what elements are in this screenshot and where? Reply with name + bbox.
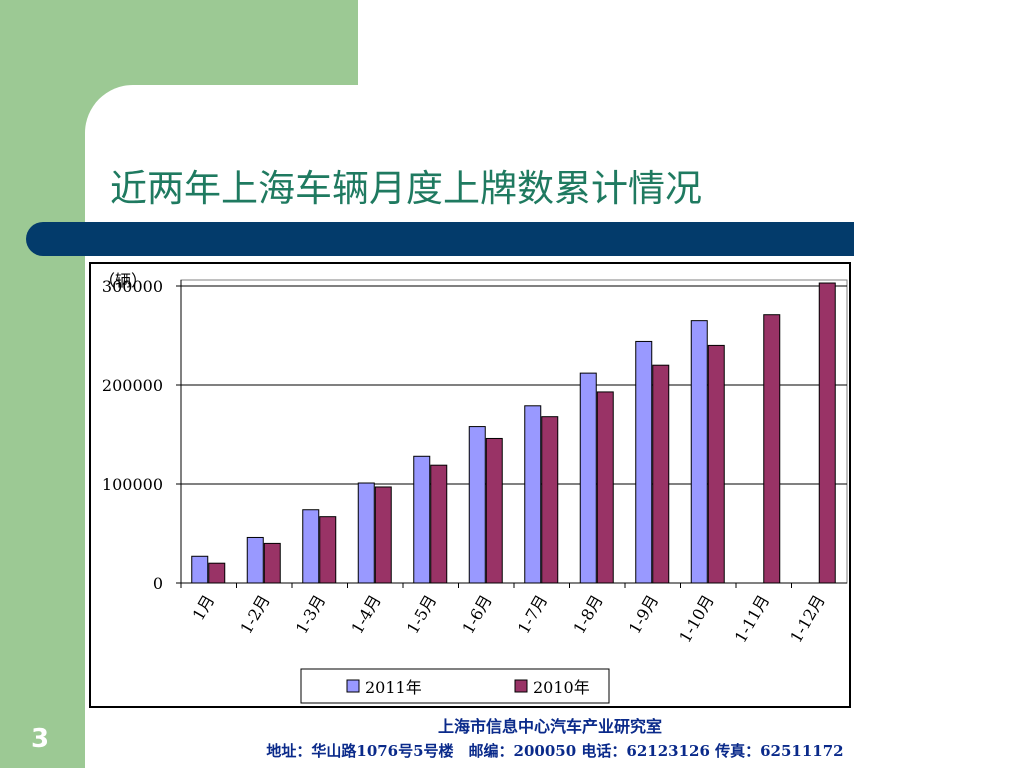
- bar-2011: [302, 509, 320, 584]
- legend-swatch-2011: [346, 679, 360, 693]
- x-tick-label: 1-5月: [403, 592, 440, 638]
- bar-2011: [246, 536, 264, 584]
- x-tick-label: 1-4月: [347, 592, 384, 638]
- slide-number: 3: [31, 724, 50, 754]
- bar-2010: [430, 464, 448, 584]
- bar-2011: [413, 455, 431, 584]
- bar-2010: [818, 282, 836, 584]
- footer-contact-info: 地址：华山路1076号5号楼 邮编：200050 电话：62123126 传真：…: [266, 742, 844, 760]
- bar-2011: [357, 482, 375, 584]
- bar-2010: [763, 314, 781, 584]
- slide-title: 近两年上海车辆月度上牌数累计情况: [110, 167, 702, 210]
- y-tick-label: 0: [153, 574, 163, 593]
- y-tick-label: 200000: [102, 376, 163, 395]
- x-tick-label: 1-8月: [569, 592, 606, 638]
- x-tick-label: 1-2月: [236, 592, 273, 638]
- bar-2010: [374, 486, 392, 584]
- bar-2010: [319, 516, 337, 584]
- bar-2010: [707, 344, 725, 584]
- x-tick-label: 1-10月: [675, 592, 717, 646]
- plot-area: [180, 279, 848, 584]
- x-tick-label: 1-9月: [625, 592, 662, 638]
- bar-2011: [191, 555, 209, 584]
- bar-2010: [541, 416, 559, 584]
- x-tick-label: 1-6月: [458, 592, 495, 638]
- background-green-strip: [0, 85, 85, 768]
- bar-2011: [579, 372, 597, 584]
- bar-2011: [524, 405, 542, 584]
- bar-2011: [635, 340, 653, 584]
- legend-label-2010: 2010年: [533, 678, 590, 697]
- x-tick-label: 1-7月: [514, 592, 551, 638]
- y-unit-label: （辆）: [99, 271, 147, 290]
- x-tick-label: 1-12月: [786, 592, 828, 646]
- chart-frame: 0 100000 200000 300000 （辆） 1月 1-2月 1-3月 1-4月 1-5月…: [89, 262, 851, 708]
- title-underline-bar: [26, 222, 854, 256]
- legend-swatch-2010: [514, 679, 528, 693]
- x-tick-label: 1-3月: [292, 592, 329, 638]
- bar-2011: [690, 320, 708, 584]
- y-tick-label: 300000: [102, 277, 163, 296]
- bar-2010: [263, 542, 281, 584]
- bar-2010: [485, 437, 503, 584]
- x-tick-label: 1月: [189, 592, 219, 624]
- bar-2010: [652, 364, 670, 584]
- legend-label-2011: 2011年: [365, 678, 422, 697]
- bar-chart: 0 100000 200000 300000（辆） 1月 1-2月 1-3月 1-4月 1-5月…: [99, 271, 848, 704]
- footer-organization: 上海市信息中心汽车产业研究室: [437, 717, 662, 736]
- bar-2010: [596, 391, 614, 584]
- y-tick-label: 100000: [102, 475, 163, 494]
- bar-2010: [208, 562, 226, 584]
- bar-2011: [468, 426, 486, 584]
- x-tick-label: 1-11月: [731, 592, 773, 646]
